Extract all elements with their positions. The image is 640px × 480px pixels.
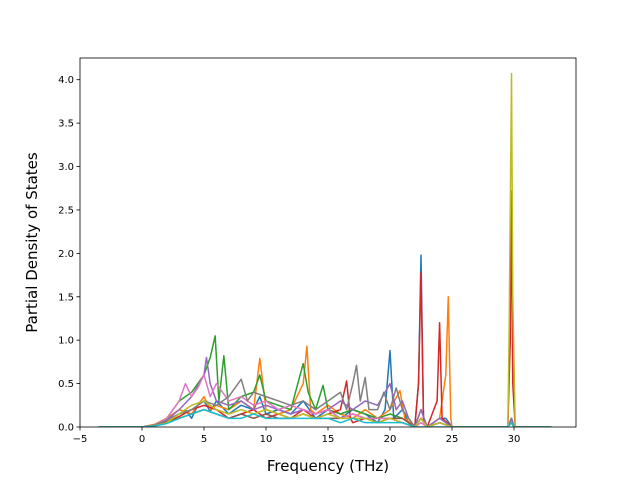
y-tick-label: 3.5	[58, 119, 74, 130]
x-axis-ticks: −5 0 5 10 15 20 25 30	[73, 427, 521, 445]
y-tick-label: 4.0	[58, 75, 74, 86]
x-axis-label: Frequency (THz)	[267, 457, 389, 475]
x-tick-label: 25	[446, 434, 459, 445]
series-line-9	[98, 72, 552, 427]
x-tick-label: 30	[508, 434, 521, 445]
x-tick-label: 10	[260, 434, 273, 445]
y-tick-label: 0.5	[58, 379, 74, 390]
x-tick-label: 15	[322, 434, 335, 445]
series-layer	[98, 72, 552, 427]
y-tick-label: 1.5	[58, 292, 74, 303]
y-axis-ticks: 0.0 0.5 1.0 1.5 2.0 2.5 3.0 3.5 4.0	[58, 75, 80, 434]
y-tick-label: 1.0	[58, 336, 74, 347]
x-tick-label: −5	[73, 434, 88, 445]
y-tick-label: 2.0	[58, 249, 74, 260]
y-axis-label: Partial Density of States	[23, 152, 41, 333]
x-tick-label: 0	[139, 434, 145, 445]
series-line-10	[98, 408, 552, 427]
y-tick-label: 2.5	[58, 205, 74, 216]
y-tick-label: 0.0	[58, 423, 74, 434]
x-tick-label: 5	[201, 434, 207, 445]
y-tick-label: 3.0	[58, 162, 74, 173]
x-tick-label: 20	[384, 434, 397, 445]
